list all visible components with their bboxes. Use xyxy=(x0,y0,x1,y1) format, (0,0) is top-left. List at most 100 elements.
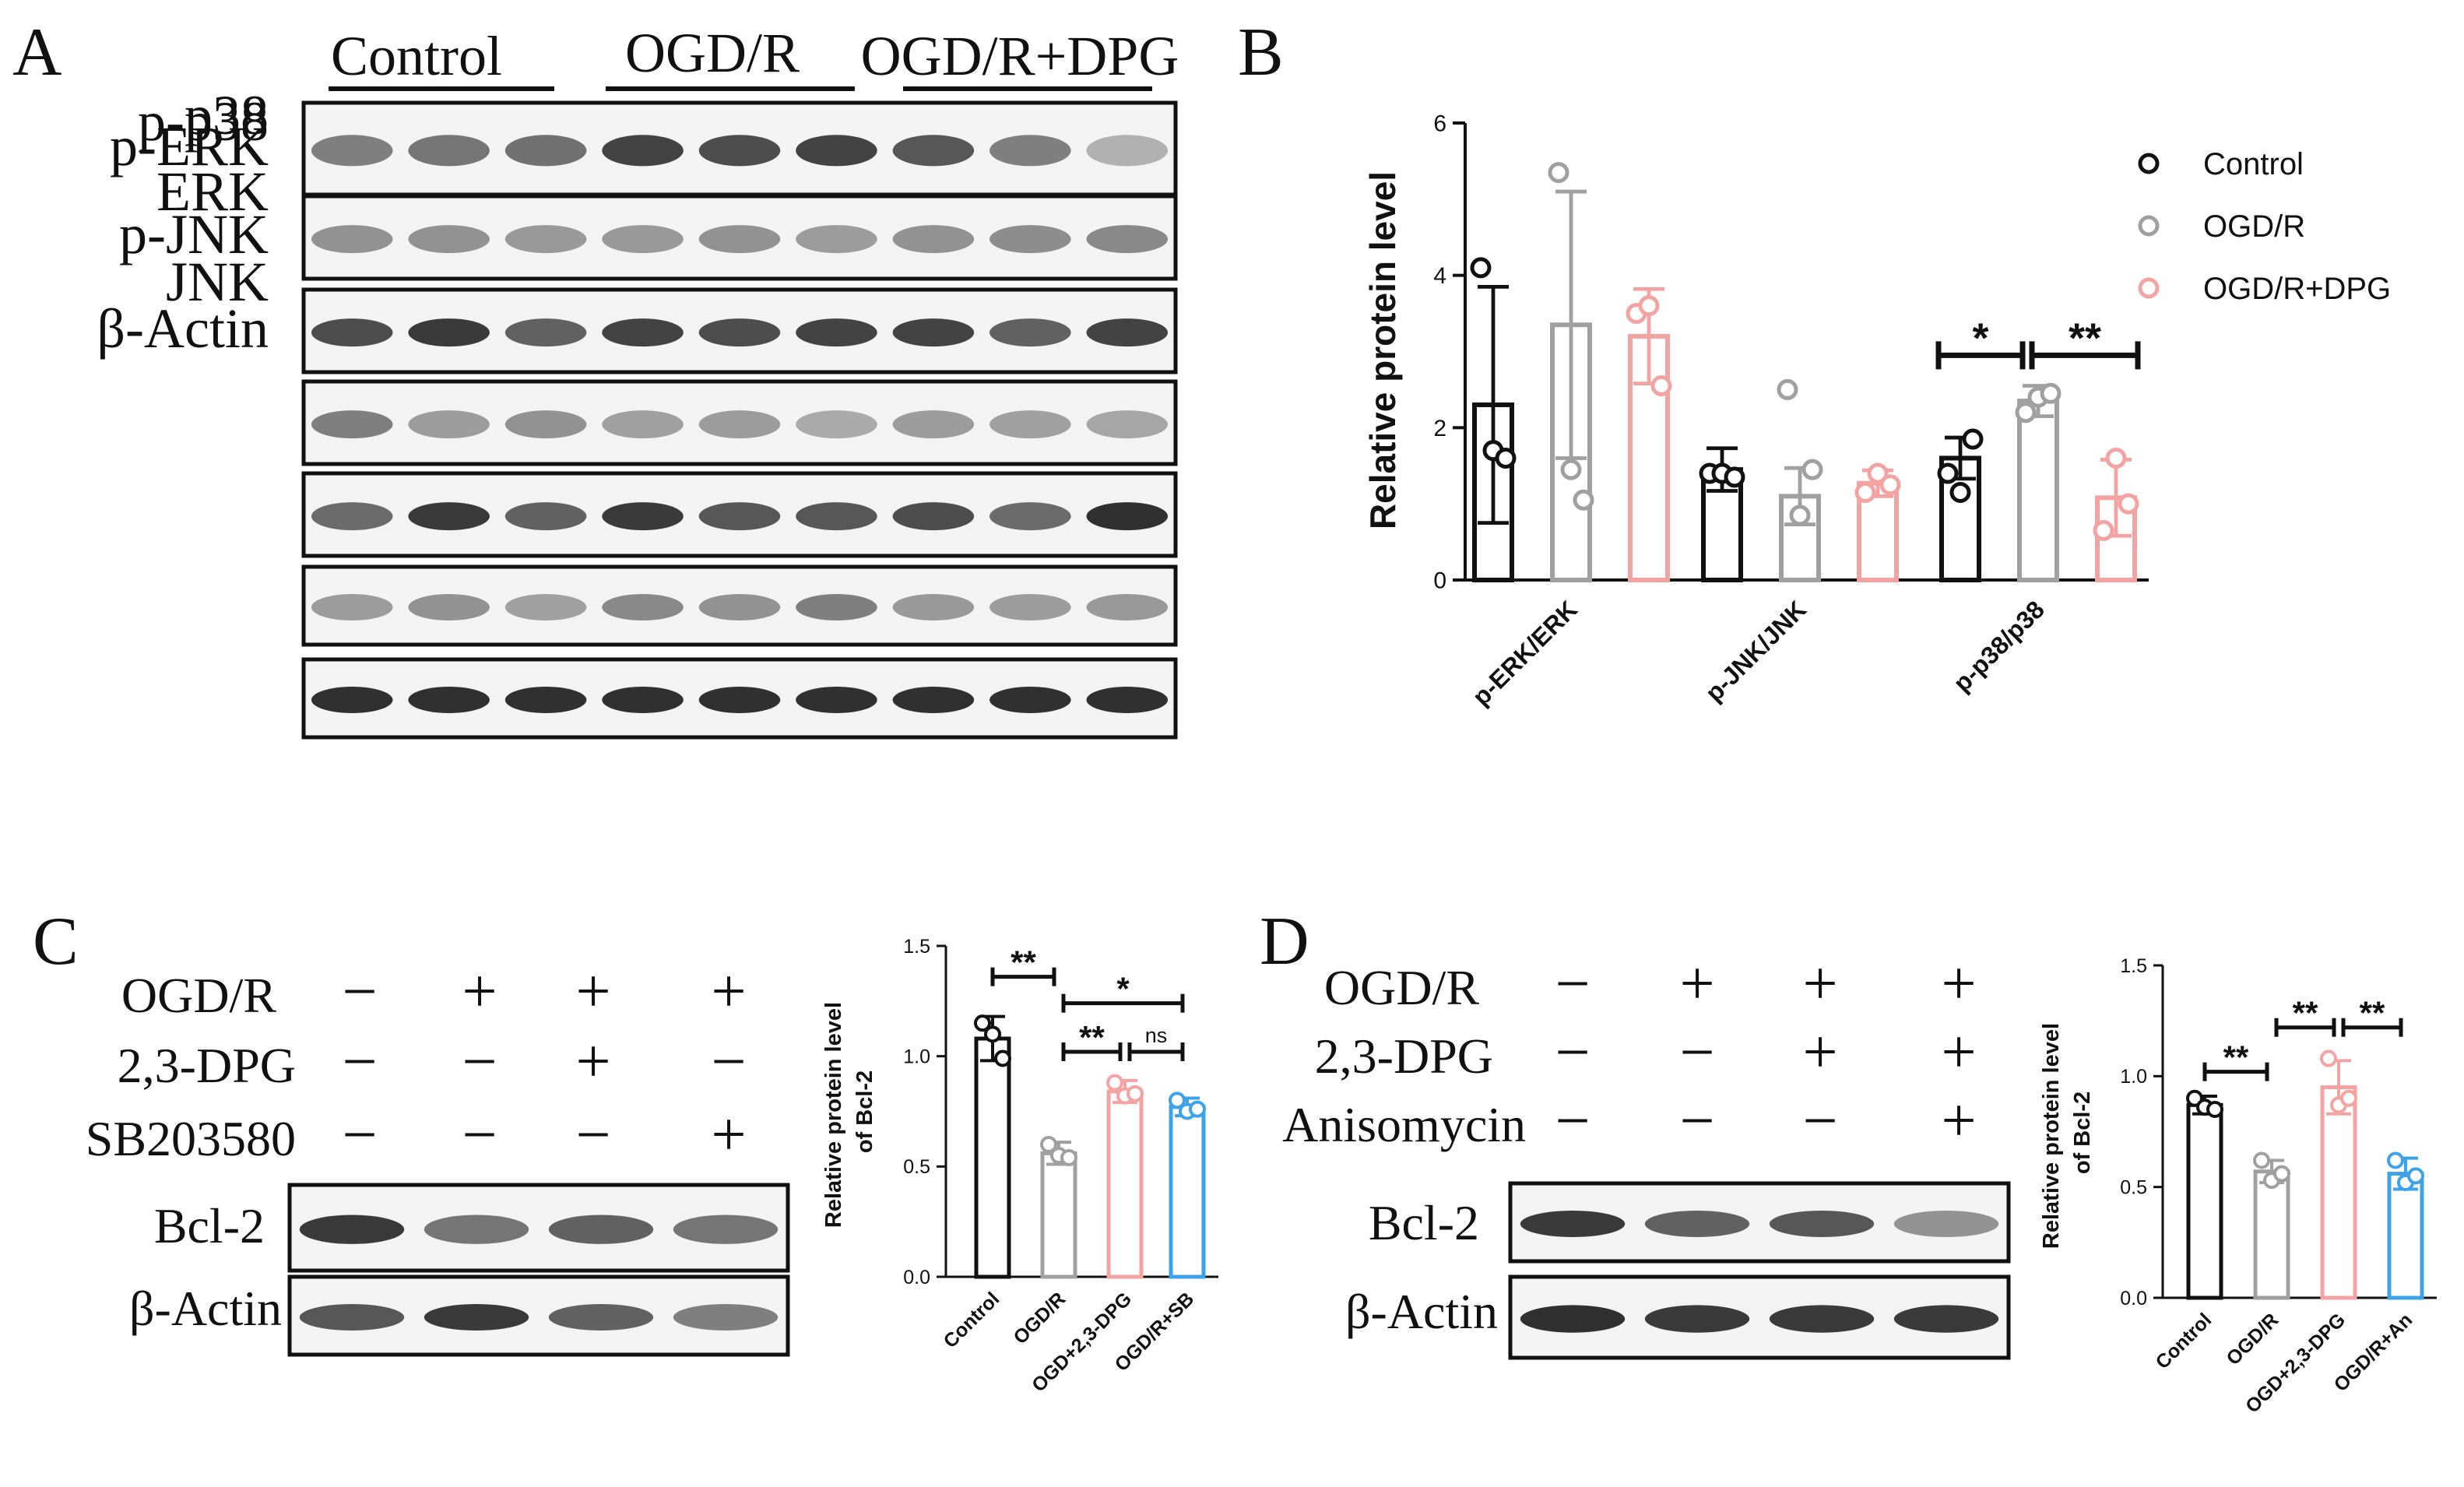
bar-ogd-r-point xyxy=(1040,1136,1057,1153)
blot-a-erk xyxy=(301,379,1178,466)
blot-a-jnk-band-2 xyxy=(408,594,490,620)
pm-c-sb203580-3: − xyxy=(575,1101,610,1169)
sig-label: ** xyxy=(2069,315,2101,361)
blot-a-jnk-band-8 xyxy=(989,594,1071,620)
blot-a-erk-band-4 xyxy=(602,410,684,439)
blot-a-jnk-band-9 xyxy=(1086,594,1169,620)
blot-a-p-erk-band-7 xyxy=(892,318,975,347)
pm-d-2-3-dpg-2: − xyxy=(1679,1018,1714,1087)
blot-d-actin-band-4 xyxy=(1893,1305,1999,1333)
pm-d-ogd-r-1: − xyxy=(1555,950,1590,1018)
panel-c: C OGD/R 2,3-DPG SB203580 − + + +− − + −− − − + Bc… xyxy=(33,904,1218,1397)
legend-item-control: Control xyxy=(2138,147,2304,181)
panel-d-blot-strips xyxy=(1508,1181,2011,1360)
panel-letter-d: D xyxy=(1260,904,1309,979)
blot-a-p38-band-2 xyxy=(408,225,490,254)
blot-label-jnk: JNK xyxy=(166,251,269,313)
bar-p-erk-erk-control-point xyxy=(1495,447,1517,469)
condition-label-ogdr-c: OGD/R xyxy=(121,968,276,1023)
bar-ogd-r xyxy=(1040,1151,1077,1279)
panel-d: D OGD/R 2,3-DPG Anisomycin − + + +− − + +− − − + … xyxy=(1260,904,2437,1418)
blot-a-p-p38-band-1 xyxy=(311,135,393,167)
bar-p-erk-erk-ogd-r-point xyxy=(1548,162,1569,184)
blot-a-actin-band-3 xyxy=(504,687,587,713)
bar-p-jnk-jnk-ogd-r-point xyxy=(1801,459,1823,480)
blot-label-p-jnk: p-JNK xyxy=(119,203,269,265)
blot-c-bcl2 xyxy=(287,1183,790,1273)
legend-marker-ogd-r xyxy=(2138,215,2160,237)
pm-d-2-3-dpg-1: − xyxy=(1555,1018,1590,1087)
bar-p-p38-p38-ogd-r-point xyxy=(2015,402,2037,424)
blot-a-jnk-band-7 xyxy=(892,594,975,620)
bar-ogd-2-3-dpg-point xyxy=(2320,1049,2337,1067)
blot-a-actin xyxy=(301,657,1178,740)
pm-d-2-3-dpg-4: + xyxy=(1941,1018,1976,1087)
bar-control xyxy=(2186,1102,2223,1300)
blot-a-p-erk-band-1 xyxy=(311,318,393,347)
bar-ogd-2-3-dpg-point xyxy=(2340,1089,2357,1107)
blot-a-p38-band-8 xyxy=(989,225,1071,254)
blot-a-p-erk xyxy=(301,287,1178,374)
blot-a-p-jnk-band-9 xyxy=(1086,502,1169,531)
blot-a-jnk-band-3 xyxy=(504,594,587,620)
blot-a-p-jnk-band-6 xyxy=(796,502,877,531)
blot-a-actin-band-2 xyxy=(408,687,490,713)
blot-a-p-p38-band-5 xyxy=(698,135,781,167)
blot-a-erk-band-2 xyxy=(408,410,490,439)
blot-a-p-erk-band-2 xyxy=(408,318,490,347)
blot-c-actin-band-4 xyxy=(673,1304,779,1331)
pm-c-sb203580-2: − xyxy=(462,1101,497,1169)
blot-a-erk-band-8 xyxy=(989,410,1071,439)
blot-label-bcl2-c: Bcl-2 xyxy=(154,1198,265,1253)
condition-label-anisomycin: Anisomycin xyxy=(1282,1097,1526,1152)
blot-a-p-jnk-band-4 xyxy=(602,502,684,531)
bar-p-erk-erk-ogd-r-dpg-point xyxy=(1638,295,1660,317)
pm-d-2-3-dpg-3: + xyxy=(1802,1018,1837,1087)
pm-d-anisomycin-3: − xyxy=(1802,1087,1837,1155)
blot-c-actin-band-2 xyxy=(424,1304,529,1331)
sig-label: ** xyxy=(1079,1019,1105,1056)
bar-ogd-r-point xyxy=(2253,1151,2270,1169)
category-label-control: Control xyxy=(940,1288,1004,1352)
chart-c-ylabel-line2: of Bcl-2 xyxy=(852,1070,877,1153)
blot-label-actin-c: β-Actin xyxy=(129,1281,282,1336)
y-tick-label: 0.5 xyxy=(903,1156,930,1178)
condition-label-sb203580: SB203580 xyxy=(86,1111,296,1166)
blot-a-p-erk-band-8 xyxy=(989,318,1071,347)
sig-label: * xyxy=(1972,315,1988,361)
category-label-p-p38-p38: p-p38/p38 xyxy=(1948,595,2050,697)
category-label-p-jnk-jnk: p-JNK/JNK xyxy=(1699,595,1812,707)
bar-ogd-r-sb-point xyxy=(1189,1100,1206,1118)
y-tick-label: 1.5 xyxy=(903,936,930,958)
pm-d-ogd-r-3: + xyxy=(1802,950,1837,1018)
bar-p-p38-p38-control-point xyxy=(1937,462,1959,484)
bar-p-p38-p38-ogd-r-dpg-point xyxy=(2093,519,2114,541)
bar-p-p38-p38-ogd-r-point xyxy=(2040,382,2062,404)
blot-a-p38-band-3 xyxy=(504,225,587,254)
blot-a-p38-band-5 xyxy=(698,225,781,254)
blot-a-actin-band-9 xyxy=(1086,687,1169,713)
blot-a-actin-band-5 xyxy=(698,687,781,713)
blot-a-p-p38-band-9 xyxy=(1086,135,1169,167)
blot-a-p-jnk-band-7 xyxy=(892,502,975,531)
y-tick-label: 0 xyxy=(1433,568,1446,594)
bar-ogd-r-an-point xyxy=(2387,1151,2404,1169)
bar-p-erk-erk-ogd-r-point xyxy=(1560,459,1582,480)
category-label-p-erk-erk: p-ERK/ERK xyxy=(1467,595,1583,711)
pm-d-ogd-r-2: + xyxy=(1679,950,1714,1018)
blot-a-p-jnk xyxy=(301,471,1178,558)
blot-label-p-p38: p-p38 xyxy=(138,90,269,153)
bar-p-jnk-jnk-control-point xyxy=(1724,466,1745,488)
pm-c-2-3-dpg-4: − xyxy=(711,1028,746,1096)
condition-label-dpg-c: 2,3-DPG xyxy=(118,1038,296,1093)
blot-a-p-p38-band-7 xyxy=(892,135,975,167)
blot-d-actin-band-1 xyxy=(1520,1305,1626,1333)
blot-a-p38-band-6 xyxy=(796,225,877,254)
y-tick-label: 0.0 xyxy=(2120,1288,2147,1309)
bar-ogd-2-3-dpg-point xyxy=(1106,1074,1123,1092)
pm-c-sb203580-4: + xyxy=(711,1101,746,1169)
y-tick-label: 0.0 xyxy=(903,1267,930,1288)
category-label-ogd-r: OGD/R xyxy=(2222,1309,2283,1369)
